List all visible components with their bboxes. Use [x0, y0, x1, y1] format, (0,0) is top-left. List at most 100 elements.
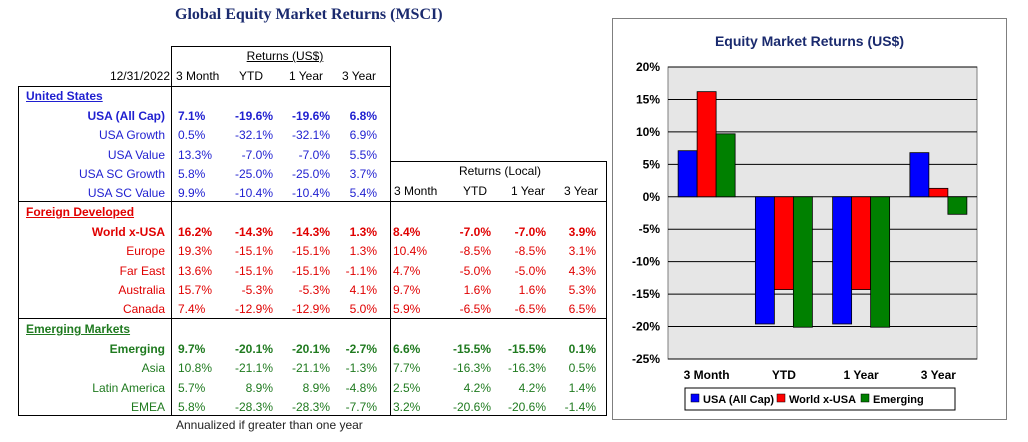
usd-value: 19.3% [178, 244, 213, 259]
local-value: -6.5% [514, 302, 546, 317]
usd-value: 0.5% [178, 128, 206, 143]
usd-value: 9.9% [178, 186, 206, 201]
legend [684, 387, 956, 411]
legend-swatch [860, 393, 870, 403]
usd-value: 7.1% [178, 109, 206, 123]
local-returns-header: Returns (Local) [458, 164, 542, 178]
row-label: USA Growth [98, 128, 165, 143]
usd-value: -21.1% [291, 361, 330, 376]
usd-value: -20.1% [234, 342, 273, 356]
usd-value: -15.1% [291, 263, 330, 278]
usd-value: 3.7% [349, 166, 377, 181]
row-label: USA SC Value [87, 186, 165, 201]
bar [754, 196, 775, 325]
local-value: 5.3% [568, 282, 596, 297]
usd-value: -15.1% [234, 263, 273, 278]
usd-value: -20.1% [291, 342, 330, 356]
usd-col-header: 3 Month [176, 69, 220, 83]
row-label: Emerging [109, 342, 165, 356]
chart-plot: 20% 15% 10% 5% 0% -5% -10% -15% -20% -25% 3 Month Y… [632, 60, 978, 411]
local-col-header: YTD [463, 184, 487, 198]
local-value: 1.6% [518, 282, 546, 297]
plot-area [667, 66, 978, 360]
usd-value: 16.2% [178, 225, 213, 239]
usd-value: 10.8% [178, 361, 213, 376]
y-tick-label: -20% [632, 320, 660, 334]
x-tick-label: YTD [772, 368, 796, 382]
local-value: 8.4% [393, 225, 421, 239]
usd-value: -7.0% [298, 147, 330, 162]
local-value: -15.5% [507, 342, 546, 356]
local-value: 3.9% [568, 225, 596, 239]
footnote: Annualized if greater than one year [176, 418, 363, 432]
usd-value: -10.4% [234, 186, 273, 201]
local-value: 9.7% [393, 282, 421, 297]
row-label: Far East [119, 263, 165, 278]
local-col-header: 3 Year [563, 184, 599, 198]
usd-value: -12.9% [234, 302, 273, 317]
y-tick-label: 15% [636, 92, 660, 106]
bar [851, 196, 872, 290]
chart-title: Equity Market Returns (US$) [714, 33, 905, 49]
usd-value: 5.8% [178, 399, 206, 414]
legend-label: USA (All Cap) [703, 394, 774, 406]
local-value: -8.5% [459, 244, 491, 259]
usd-value: -5.3% [241, 282, 273, 297]
local-value: -1.4% [564, 399, 596, 414]
usd-value: -15.1% [291, 244, 330, 259]
x-tick-label: 3 Year [921, 368, 956, 382]
legend-swatch [690, 393, 700, 403]
bar [773, 196, 794, 290]
row-label: USA (All Cap) [87, 109, 165, 123]
returns-chart: Equity Market Returns (US$) 20% 15% 10% 5% 0… [612, 18, 1007, 420]
local-value: 0.1% [568, 342, 596, 356]
usd-value: 5.4% [349, 186, 377, 201]
local-value: -8.5% [514, 244, 546, 259]
local-value: 3.2% [393, 399, 421, 414]
usd-value: 6.8% [349, 109, 377, 123]
legend-label: World x-USA [789, 394, 856, 406]
usd-value: 1.3% [349, 225, 377, 239]
local-value: -5.0% [514, 263, 546, 278]
local-value: 0.5% [568, 361, 596, 376]
row-label: Europe [126, 244, 165, 259]
bar [792, 196, 813, 328]
usd-value: 4.1% [349, 282, 377, 297]
usd-value: 9.7% [178, 342, 206, 356]
usd-value: -1.3% [345, 361, 377, 376]
usd-value: -7.7% [345, 399, 377, 414]
bar [677, 150, 698, 198]
local-value: -20.6% [452, 399, 491, 414]
local-col-header: 3 Month [394, 184, 438, 198]
usd-value: -32.1% [291, 128, 330, 143]
usd-value: -21.1% [234, 361, 273, 376]
usd-value: 1.3% [349, 244, 377, 259]
legend-label: Emerging [873, 394, 924, 406]
usd-col-header: YTD [239, 69, 263, 83]
usd-value: -12.9% [291, 302, 330, 317]
usd-value: 13.3% [178, 147, 213, 162]
local-value: -5.0% [459, 263, 491, 278]
local-value: 4.3% [568, 263, 596, 278]
local-value: -7.0% [459, 225, 491, 239]
usd-value: -14.3% [234, 225, 273, 239]
usd-value: -7.0% [241, 147, 273, 162]
y-tick-label: 5% [643, 157, 661, 171]
row-label: Australia [118, 282, 165, 297]
local-value: 4.2% [518, 380, 546, 395]
usd-value: -5.3% [298, 282, 330, 297]
usd-value: 5.5% [349, 147, 377, 162]
local-col-header: 1 Year [510, 184, 546, 198]
row-label: Canada [122, 302, 165, 317]
usd-value: 8.9% [302, 380, 330, 395]
local-value: -16.3% [452, 361, 491, 376]
local-value: 7.7% [393, 361, 421, 376]
usd-value: -14.3% [291, 225, 330, 239]
y-tick-label: -25% [632, 352, 660, 366]
bar [696, 91, 717, 198]
usd-value: -19.6% [234, 109, 273, 123]
usd-value: -4.8% [345, 380, 377, 395]
bar [715, 133, 736, 198]
usd-value: 13.6% [178, 263, 213, 278]
local-value: 1.6% [463, 282, 491, 297]
